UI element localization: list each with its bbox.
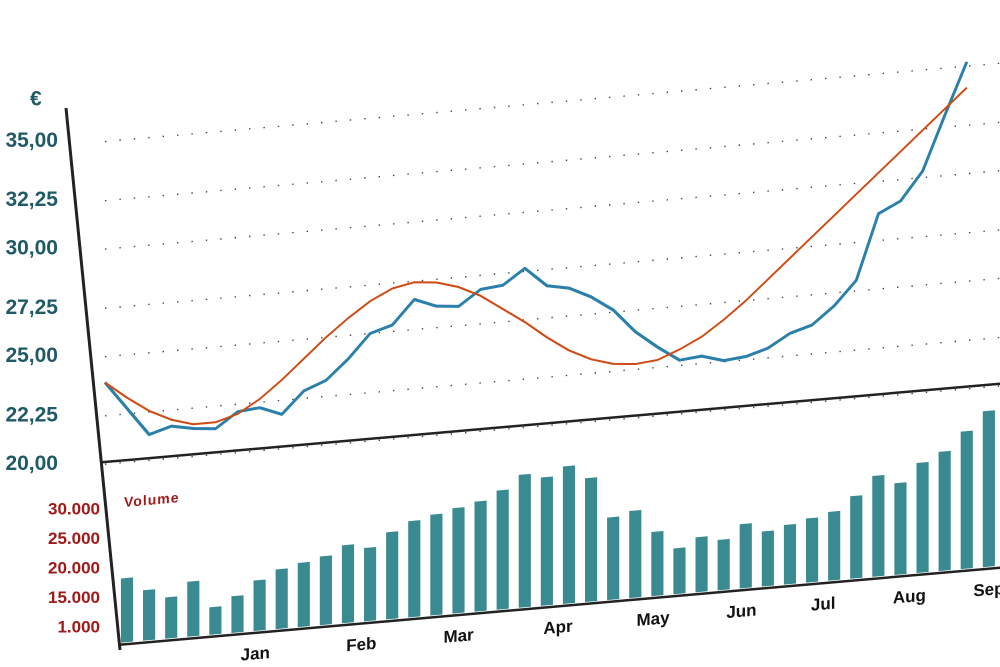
- bar: [253, 579, 266, 632]
- x-tick-label: Apr: [543, 617, 573, 639]
- bar: [496, 489, 509, 610]
- bar: [673, 547, 686, 595]
- y-tick-label: 22,25: [5, 403, 58, 426]
- y-tick-label: 20,00: [5, 452, 58, 475]
- y-tick-label: 30.000: [48, 499, 100, 518]
- bar: [717, 538, 730, 591]
- grid-line: [105, 170, 1000, 250]
- bar: [828, 510, 841, 581]
- bar: [341, 544, 355, 624]
- y-axis: [64, 107, 122, 651]
- series-line: [103, 61, 969, 437]
- x-tick-label: Sep: [973, 579, 1000, 601]
- y-tick-label: 15.000: [48, 588, 100, 607]
- y-tick-label: 1.000: [57, 617, 100, 636]
- bar: [474, 500, 487, 612]
- x-tick-label: May: [637, 608, 671, 630]
- bar: [319, 555, 332, 626]
- bar: [805, 517, 819, 583]
- bar: [364, 546, 377, 622]
- bar: [960, 430, 973, 570]
- bar: [872, 474, 885, 577]
- bar: [695, 536, 708, 593]
- bar: [916, 461, 929, 574]
- bar: [452, 507, 465, 614]
- volume-axis: [118, 566, 1000, 647]
- bar: [739, 523, 752, 589]
- bar: [518, 473, 531, 608]
- bar: [629, 509, 642, 599]
- bar: [187, 580, 200, 637]
- y-tick-label: 32,25: [5, 188, 58, 211]
- bar: [651, 530, 664, 597]
- bar: [850, 495, 863, 579]
- x-axis: [100, 382, 1000, 464]
- y-tick-label: 25.000: [48, 529, 100, 548]
- y-tick-label: 30,00: [5, 237, 58, 260]
- bar: [894, 482, 907, 575]
- y-tick-label: 25,00: [5, 344, 58, 367]
- y-axis-label: €: [30, 88, 42, 111]
- series-line: [104, 86, 968, 426]
- bar: [783, 523, 797, 585]
- bar: [430, 513, 443, 616]
- bar: [607, 516, 620, 601]
- grid-line: [105, 385, 1000, 465]
- bar: [982, 410, 995, 568]
- bar: [165, 596, 178, 639]
- grid-line: [105, 336, 1000, 417]
- x-tick-label: Jun: [726, 601, 756, 623]
- bar: [120, 577, 134, 643]
- bar: [540, 476, 553, 606]
- bar: [562, 465, 576, 604]
- plot: Jan Feb Mar Apr May Jun Jul Aug Sep Volume: [100, 61, 1000, 665]
- grid-line: [105, 229, 1000, 309]
- x-tick-label: Mar: [443, 625, 474, 647]
- bar: [275, 568, 288, 630]
- bar: [938, 450, 951, 572]
- grid-line: [105, 277, 1000, 358]
- y-tick-label: 35,00: [5, 129, 58, 152]
- panel-title: Volume: [124, 489, 179, 510]
- bar: [408, 520, 421, 618]
- grid-line: [105, 62, 1000, 143]
- bar: [761, 530, 774, 587]
- bar: [297, 561, 310, 628]
- y-tick-label: 27,25: [5, 296, 58, 319]
- grid-line: [105, 121, 1000, 202]
- bar: [143, 589, 156, 641]
- bar: [209, 606, 222, 635]
- y-tick-label: 20.000: [48, 558, 100, 577]
- bar: [584, 477, 598, 603]
- bar: [386, 531, 399, 620]
- x-tick-label: Jul: [811, 594, 836, 615]
- x-tick-label: Feb: [346, 634, 376, 656]
- x-tick-label: Aug: [893, 586, 926, 608]
- bar: [231, 595, 244, 633]
- x-tick-label: Jan: [241, 643, 270, 665]
